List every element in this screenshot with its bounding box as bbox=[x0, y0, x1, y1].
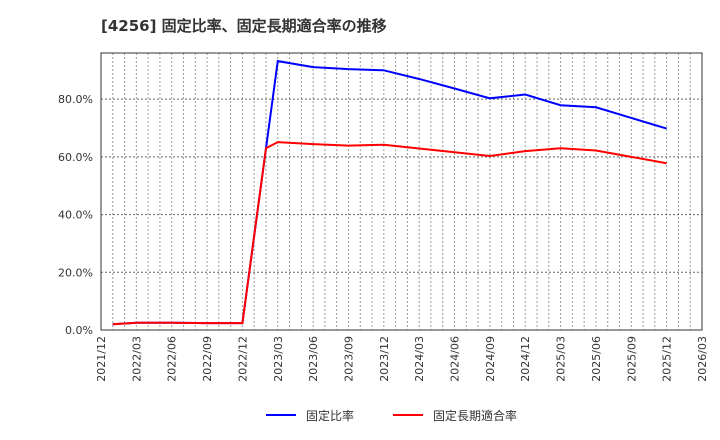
x-tick-label: 2022/12 bbox=[236, 336, 249, 382]
legend-label: 固定比率 bbox=[306, 408, 354, 423]
y-tick-label: 80.0% bbox=[58, 93, 93, 106]
x-tick-label: 2023/09 bbox=[342, 336, 355, 382]
y-tick-label: 0.0% bbox=[65, 324, 93, 337]
x-tick-label: 2024/09 bbox=[484, 336, 497, 382]
plot-frame bbox=[100, 52, 703, 331]
x-tick-label: 2025/06 bbox=[590, 336, 603, 382]
x-tick-label: 2022/03 bbox=[130, 336, 143, 382]
series-line-0 bbox=[112, 59, 667, 326]
x-tick-label: 2021/12 bbox=[95, 336, 108, 382]
x-tick-label: 2023/06 bbox=[307, 336, 320, 382]
x-tick-label: 2022/09 bbox=[201, 336, 214, 382]
y-tick-label: 60.0% bbox=[58, 151, 93, 164]
y-tick-label: 20.0% bbox=[58, 266, 93, 279]
x-tick-label: 2023/03 bbox=[272, 336, 285, 382]
series-line-1 bbox=[112, 141, 667, 326]
x-tick-label: 2023/12 bbox=[378, 336, 391, 382]
chart-title: [4256] 固定比率、固定長期適合率の推移 bbox=[101, 17, 387, 35]
x-tick-label: 2024/06 bbox=[449, 336, 462, 382]
x-tick-label: 2024/12 bbox=[519, 336, 532, 382]
x-tick-label: 2024/03 bbox=[413, 336, 426, 382]
x-tick-label: 2025/12 bbox=[661, 336, 674, 382]
y-tick-label: 40.0% bbox=[58, 209, 93, 222]
x-tick-label: 2025/09 bbox=[625, 336, 638, 382]
x-tick-label: 2025/03 bbox=[555, 336, 568, 382]
x-tick-label: 2026/03 bbox=[696, 336, 709, 382]
legend-label: 固定長期適合率 bbox=[433, 408, 517, 423]
x-tick-label: 2022/06 bbox=[166, 336, 179, 382]
